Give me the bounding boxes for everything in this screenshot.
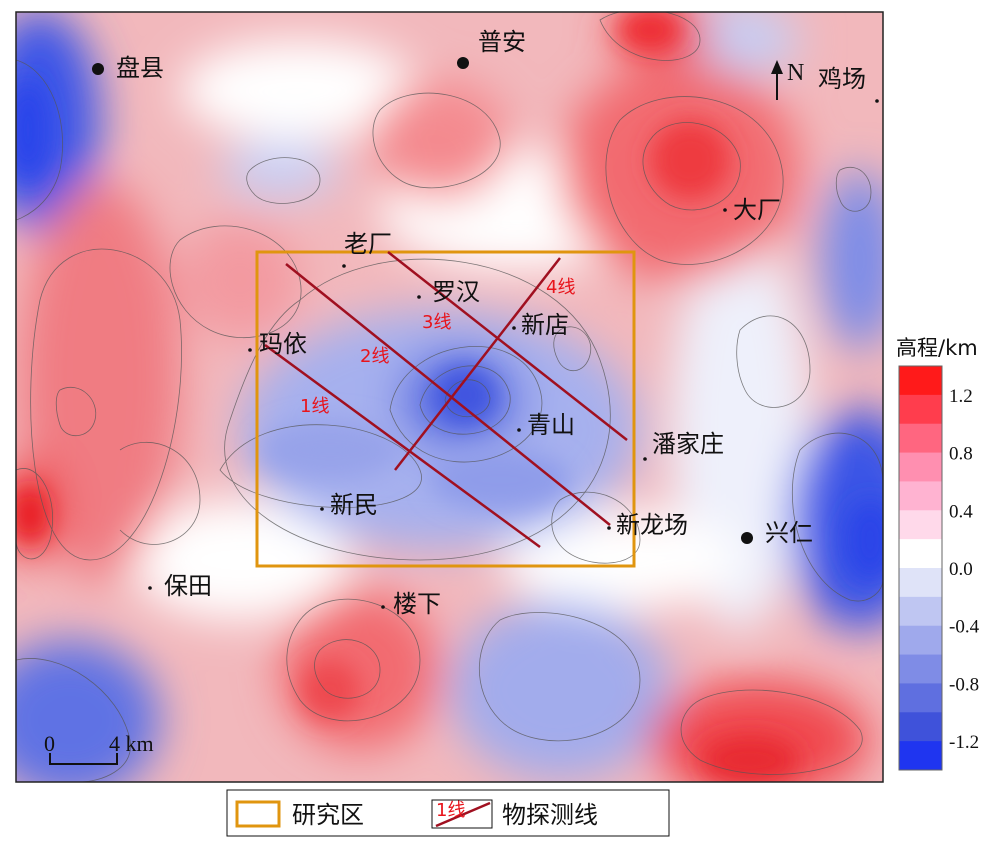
town-marker-xindian (512, 326, 516, 330)
colorbar-swatch (899, 654, 942, 684)
town-marker-luohan (417, 295, 421, 299)
survey-line-3 (387, 251, 628, 441)
city-marker-panxian (92, 63, 104, 75)
place-label-louxia: 楼下 (393, 590, 441, 618)
town-marker-xinlongchang (607, 526, 611, 530)
colorbar-swatch (899, 423, 942, 454)
place-label-xinmin: 新民 (330, 491, 378, 519)
place-markers (92, 57, 879, 609)
place-label-panjiazhuang: 潘家庄 (652, 430, 724, 458)
place-label-baotian: 保田 (164, 572, 212, 600)
contour-lines (16, 12, 883, 782)
map-frame (15, 11, 884, 783)
colorbar-swatch (899, 539, 942, 569)
colorbar-swatch (899, 596, 942, 627)
colorbar-tick-label: -0.4 (949, 617, 980, 638)
city-marker-puan (457, 57, 469, 69)
colorbar-swatch (899, 481, 942, 511)
colorbar-tick-label: 1.2 (949, 386, 973, 407)
legend-line-swatch-box (431, 799, 493, 829)
scale-bar-start: 0 (44, 731, 55, 756)
place-label-xindian: 新店 (521, 311, 569, 339)
north-label: N (787, 60, 804, 86)
place-label-xingren: 兴仁 (765, 519, 813, 547)
colorbar-swatch (899, 366, 942, 396)
colorbar-swatch (899, 683, 942, 713)
town-marker-mayi (248, 348, 252, 352)
colorbar-title: 高程/km (896, 336, 978, 360)
colorbar: 高程/km 1.2 0.8 0.4 0.0 -0.4 -0.8 -1.2 (896, 336, 980, 771)
place-label-jichang: 鸡场 (818, 65, 866, 93)
town-marker-laochang (342, 264, 346, 268)
scale-bar-line (49, 753, 118, 765)
place-label-luohan: 罗汉 (432, 278, 480, 306)
legend-line-sample-label: 1线 (436, 800, 465, 821)
colorbar-swatch (899, 712, 942, 742)
legend-survey-line-label: 物探测线 (502, 801, 598, 829)
colorbar-tick-label: 0.8 (949, 444, 973, 465)
colorbar-swatch (899, 568, 942, 598)
scale-bar-end: 4 km (109, 731, 154, 756)
colorbar-swatch (899, 741, 942, 771)
map-area: 1线 2线 3线 4线 盘县 普安 鸡场 (16, 12, 883, 782)
colorbar-swatch (899, 394, 942, 425)
colorbar-frame (898, 365, 943, 771)
town-marker-jichang (875, 99, 879, 103)
study-area-boundary (255, 250, 636, 568)
colorbar-tick-label: 0.0 (949, 559, 973, 580)
colorbar-tick-label: -0.8 (949, 674, 979, 695)
town-marker-baotian (148, 586, 152, 590)
survey-line-label-1: 1线 (300, 396, 329, 417)
town-marker-dachang (723, 208, 727, 212)
survey-line-label-4: 4线 (546, 277, 575, 298)
legend-line-swatch (435, 801, 491, 828)
survey-line-label-3: 3线 (422, 312, 451, 333)
place-label-xinlongchang: 新龙场 (616, 511, 688, 539)
town-marker-qingshan (517, 428, 521, 432)
place-labels: 盘县 普安 鸡场 大厂 老厂 罗汉 新店 玛依 青山 潘家庄 新民 新龙场 兴仁… (116, 28, 866, 618)
colorbar-swatch (899, 452, 942, 482)
place-label-puan: 普安 (478, 28, 526, 56)
city-marker-xingren (741, 532, 753, 544)
place-label-dachang: 大厂 (733, 196, 781, 224)
colorbar-swatches (899, 366, 942, 771)
place-label-panxian: 盘县 (116, 54, 164, 82)
north-arrow: N (771, 60, 804, 100)
scale-bar: 0 4 km (44, 731, 154, 765)
town-marker-xinmin (320, 507, 324, 511)
legend-study-area-swatch (235, 800, 281, 828)
town-marker-louxia (381, 605, 385, 609)
colorbar-tick-label: -1.2 (949, 732, 979, 753)
survey-line-4 (394, 257, 561, 471)
survey-line-2 (285, 263, 611, 526)
north-arrowhead-icon (771, 60, 783, 74)
legend-study-area-label: 研究区 (292, 801, 364, 829)
colorbar-ticks: 1.2 0.8 0.4 0.0 -0.4 -0.8 -1.2 (949, 386, 980, 753)
survey-line-1 (264, 343, 541, 549)
survey-lines (264, 251, 628, 549)
survey-line-labels: 1线 2线 3线 4线 (300, 277, 575, 417)
town-marker-panjiazhuang (643, 457, 647, 461)
survey-line-label-2: 2线 (360, 346, 389, 367)
colorbar-tick-label: 0.4 (949, 501, 973, 522)
place-label-qingshan: 青山 (527, 411, 575, 439)
colorbar-swatch (899, 625, 942, 656)
place-label-mayi: 玛依 (259, 330, 307, 358)
legend: 研究区 1线 物探测线 (226, 789, 670, 837)
colorbar-swatch (899, 510, 942, 540)
place-label-laochang: 老厂 (344, 230, 392, 258)
